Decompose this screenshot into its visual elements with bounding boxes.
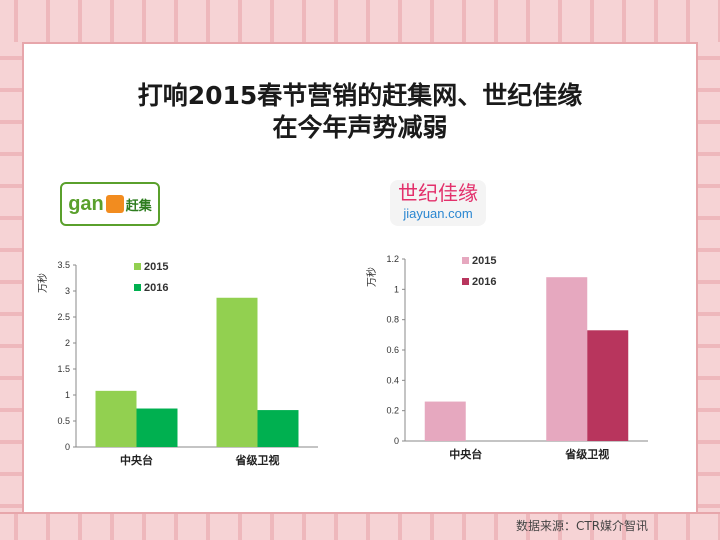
jiayuan-logo: 世纪佳缘 jiayuan.com — [390, 180, 486, 226]
ganji-logo-mark-icon — [105, 195, 124, 213]
frame-left-pattern — [0, 42, 24, 514]
jiayuan-y-tick-label: 0.2 — [386, 406, 399, 416]
ganji-bar-2016-0 — [136, 408, 178, 447]
ganji-legend-swatch — [134, 284, 141, 291]
ganji-unit-label: 万秒 — [36, 273, 49, 293]
jiayuan-y-tick-label: 0.8 — [386, 315, 399, 325]
jiayuan-y-tick-label: 0.4 — [386, 375, 399, 385]
ganji-legend-label: 2015 — [144, 261, 168, 273]
jiayuan-bar-2015-0 — [424, 401, 466, 441]
jiayuan-bar-2016-1 — [587, 330, 629, 441]
jiayuan-logo-latin: jiayuan.com — [403, 206, 473, 221]
jiayuan-legend-swatch — [462, 257, 469, 264]
jiayuan-logo-chinese: 世纪佳缘 — [398, 181, 478, 205]
slide-title-line-2: 在今年声势减弱 — [272, 113, 448, 142]
ganji-category-label: 中央台 — [120, 453, 153, 467]
frame-right-pattern — [696, 42, 720, 514]
jiayuan-legend-label: 2016 — [472, 276, 496, 288]
slide-title: 打响2015春节营销的赶集网、世纪佳缘 在今年声势减弱 — [0, 80, 720, 144]
ganji-y-tick-label: 2.5 — [57, 312, 70, 322]
ganji-category-label: 省级卫视 — [235, 453, 280, 467]
jiayuan-y-tick-label: 0 — [394, 436, 399, 446]
ganji-y-tick-label: 2 — [65, 338, 70, 348]
jiayuan-category-label: 中央台 — [449, 447, 482, 461]
ganji-y-tick-label: 0.5 — [57, 416, 70, 426]
ganji-logo-latin: gan — [68, 192, 104, 215]
ganji-logo: gan 赶集 — [60, 182, 160, 226]
jiayuan-y-tick-label: 1 — [394, 284, 399, 294]
ganji-legend-swatch — [134, 263, 141, 270]
ganji-y-tick-label: 1 — [65, 390, 70, 400]
jiayuan-y-tick-label: 0.6 — [386, 345, 399, 355]
data-source-note: 数据来源：CTR媒介智讯 — [516, 519, 649, 533]
jiayuan-category-label: 省级卫视 — [564, 447, 609, 461]
jiayuan-legend-swatch — [462, 278, 469, 285]
jiayuan-bar-2015-1 — [546, 277, 588, 441]
ganji-logo-chinese: 赶集 — [125, 198, 152, 214]
ganji-legend-label: 2016 — [144, 282, 168, 294]
ganji-y-tick-label: 3 — [65, 286, 70, 296]
ganji-bar-2015-1 — [216, 297, 258, 447]
jiayuan-y-tick-label: 1.2 — [386, 254, 399, 264]
jiayuan-unit-label: 万秒 — [365, 267, 378, 287]
slide-title-line-1: 打响2015春节营销的赶集网、世纪佳缘 — [137, 81, 583, 110]
ganji-bar-2015-0 — [95, 390, 137, 447]
ganji-y-tick-label: 3.5 — [57, 260, 70, 270]
frame-bottom-pattern — [0, 512, 720, 540]
ganji-bar-2016-1 — [257, 410, 299, 447]
ganji-y-tick-label: 0 — [65, 442, 70, 452]
jiayuan-legend-label: 2015 — [472, 255, 496, 267]
ganji-y-tick-label: 1.5 — [57, 364, 70, 374]
frame-top-pattern — [0, 0, 720, 44]
